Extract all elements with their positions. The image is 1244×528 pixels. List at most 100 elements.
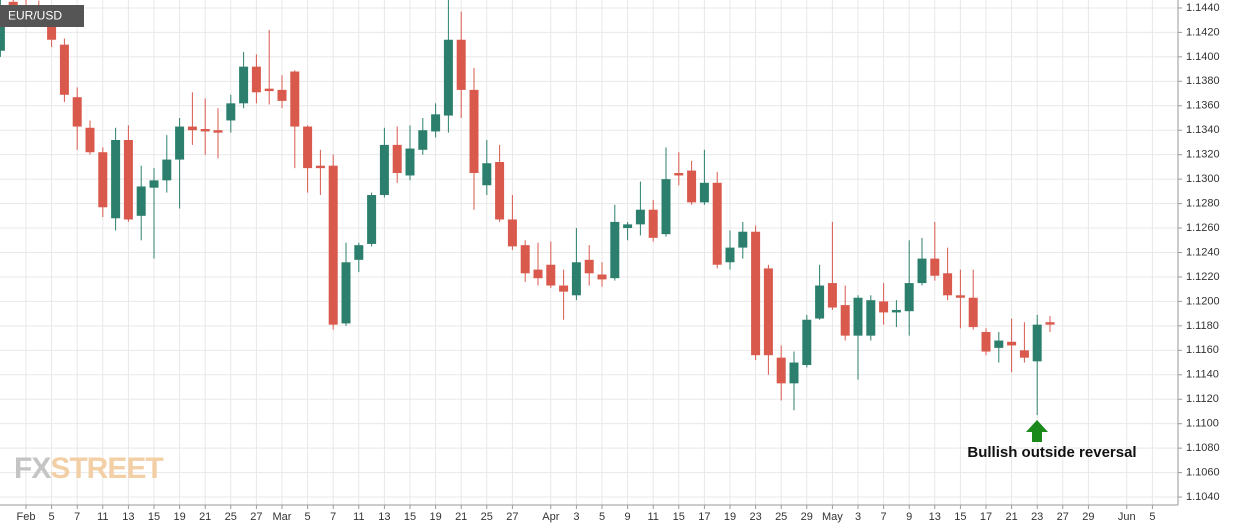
x-tick-label: 29 <box>801 511 813 523</box>
x-tick-label: 11 <box>353 511 364 523</box>
x-tick-label: 3 <box>573 511 579 523</box>
x-tick-label: 17 <box>980 511 992 523</box>
x-tick-label: 19 <box>173 511 185 523</box>
candle-body <box>354 245 364 260</box>
candle-body <box>0 12 5 51</box>
candle-body <box>968 297 978 328</box>
y-tick-label: 1.1220 <box>1186 271 1220 283</box>
candle-body <box>72 97 82 127</box>
candle-body <box>571 262 581 296</box>
candle-body <box>533 269 543 279</box>
y-tick-label: 1.1440 <box>1186 2 1220 14</box>
y-tick-label: 1.1400 <box>1186 51 1220 63</box>
candle-body <box>879 301 889 313</box>
x-tick-label: 9 <box>625 511 631 523</box>
candle-body <box>405 148 415 176</box>
candle-body <box>264 88 274 92</box>
candle-body <box>751 231 761 356</box>
x-tick-label: Apr <box>542 511 559 523</box>
candle-body <box>955 295 965 298</box>
y-tick-label: 1.1340 <box>1186 124 1220 136</box>
y-tick-label: 1.1320 <box>1186 149 1220 161</box>
candle-body <box>226 103 236 121</box>
y-tick-label: 1.1180 <box>1186 320 1219 332</box>
candle-body <box>123 140 133 220</box>
y-tick-label: 1.1140 <box>1186 369 1219 381</box>
candle-body <box>367 195 377 244</box>
candle-body <box>546 264 556 286</box>
annotation: Bullish outside reversal <box>967 444 1136 461</box>
candle-body <box>699 182 709 203</box>
candle-body <box>392 144 402 174</box>
x-tick-label: 11 <box>647 511 658 523</box>
candle-body <box>687 170 697 203</box>
candle-body <box>1007 341 1017 346</box>
candle-body <box>725 247 735 263</box>
candle-body <box>315 165 325 169</box>
x-tick-label: 23 <box>1031 511 1043 523</box>
candle-body <box>431 114 441 132</box>
y-tick-label: 1.1100 <box>1186 418 1219 430</box>
candle-body <box>827 283 837 308</box>
candle-body <box>930 258 940 276</box>
watermark-street: STREET <box>50 452 163 485</box>
candle-body <box>994 340 1004 348</box>
x-tick-label: 3 <box>855 511 861 523</box>
candle-body <box>853 297 863 336</box>
candle-body <box>251 66 261 93</box>
candle-body <box>175 126 185 160</box>
candle-body <box>495 162 505 220</box>
candle-body <box>943 273 953 296</box>
x-tick-label: 19 <box>724 511 736 523</box>
x-tick-label: 19 <box>429 511 441 523</box>
x-tick-label: 15 <box>673 511 685 523</box>
x-tick-label: 9 <box>906 511 912 523</box>
candle-body <box>802 319 812 365</box>
x-tick-label: 7 <box>881 511 887 523</box>
y-tick-label: 1.1360 <box>1186 100 1220 112</box>
watermark-fx: FX <box>14 452 51 485</box>
candle-body <box>789 362 799 384</box>
candle-body <box>866 300 876 336</box>
y-tick-label: 1.1200 <box>1186 295 1220 307</box>
x-tick-label: 5 <box>599 511 605 523</box>
x-tick-label: 25 <box>225 511 237 523</box>
x-tick-label: 7 <box>330 511 336 523</box>
candle-body <box>149 180 159 188</box>
candle-body <box>469 89 479 174</box>
candle-body <box>290 71 300 127</box>
candle-body <box>763 268 773 356</box>
candle-body <box>559 285 569 292</box>
y-tick-label: 1.1380 <box>1186 75 1220 87</box>
candle-body <box>200 129 210 132</box>
y-tick-label: 1.1240 <box>1186 246 1220 258</box>
candle-body <box>59 44 69 95</box>
x-tick-label: 15 <box>954 511 966 523</box>
candle-body <box>482 163 492 186</box>
x-tick-label: 25 <box>775 511 787 523</box>
candle-body <box>520 245 530 274</box>
candle-body <box>661 179 671 235</box>
candle-body <box>456 39 466 90</box>
y-tick-label: 1.1260 <box>1186 222 1220 234</box>
candle-body <box>328 165 338 325</box>
y-tick-label: 1.1080 <box>1186 442 1220 454</box>
candle-body <box>443 39 453 116</box>
x-tick-label: 21 <box>455 511 467 523</box>
candle-body <box>98 152 108 208</box>
x-tick-label: 5 <box>305 511 311 523</box>
y-tick-label: 1.1280 <box>1186 197 1220 209</box>
x-tick-label: Feb <box>17 511 36 523</box>
candle-body <box>379 144 389 196</box>
x-tick-label: 13 <box>122 511 134 523</box>
candle-body <box>341 262 351 324</box>
symbol-box <box>0 5 84 27</box>
candle-body <box>917 258 927 284</box>
x-tick-label: 21 <box>1005 511 1017 523</box>
candle-body <box>136 186 146 216</box>
x-tick-label: 29 <box>1082 511 1094 523</box>
candle-body <box>712 182 722 265</box>
candle-body <box>840 305 850 336</box>
candle-body <box>239 66 249 104</box>
y-tick-label: 1.1060 <box>1186 467 1220 479</box>
